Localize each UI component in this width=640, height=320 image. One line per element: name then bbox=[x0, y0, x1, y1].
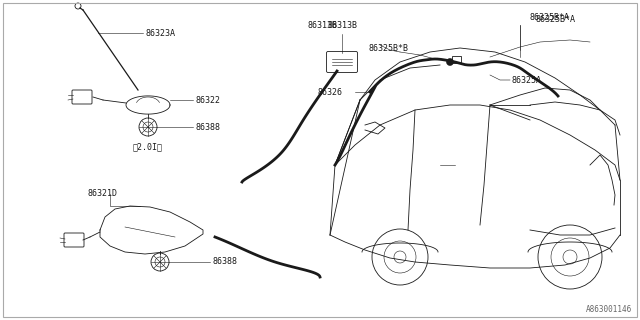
Text: 86313B: 86313B bbox=[327, 21, 357, 30]
Text: 86388: 86388 bbox=[195, 123, 220, 132]
Text: A863001146: A863001146 bbox=[586, 305, 632, 314]
Text: 86325A: 86325A bbox=[512, 76, 542, 84]
Text: 86322: 86322 bbox=[195, 95, 220, 105]
Text: 86326: 86326 bbox=[317, 87, 342, 97]
Text: 86313B: 86313B bbox=[307, 21, 337, 30]
Text: 86325B*B: 86325B*B bbox=[368, 44, 408, 52]
Text: 〨2.0I〩: 〨2.0I〩 bbox=[133, 142, 163, 151]
Text: 86323A: 86323A bbox=[145, 28, 175, 37]
Circle shape bbox=[447, 59, 454, 66]
Text: 86388: 86388 bbox=[212, 258, 237, 267]
Text: 86325B*A: 86325B*A bbox=[535, 15, 575, 24]
Text: 86321D: 86321D bbox=[87, 189, 117, 198]
Text: 86325B*A: 86325B*A bbox=[530, 13, 570, 22]
